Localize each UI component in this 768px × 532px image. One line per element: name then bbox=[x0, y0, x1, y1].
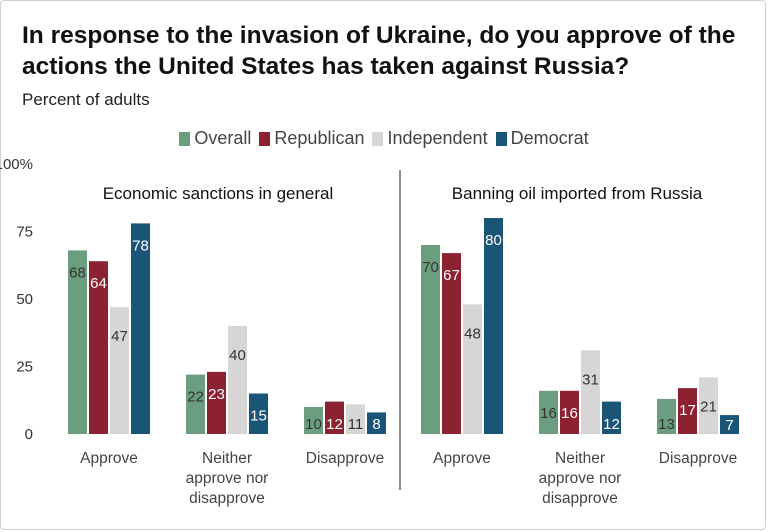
bar-overall bbox=[657, 398, 676, 434]
category-label: Neither bbox=[202, 450, 252, 467]
y-tick-label: 25 bbox=[16, 359, 33, 376]
data-label: 22 bbox=[187, 389, 204, 406]
panel-title: Economic sanctions in general bbox=[103, 184, 334, 203]
legend-item-overall: Overall bbox=[179, 128, 251, 149]
legend-item-independent: Independent bbox=[372, 128, 488, 149]
data-label: 67 bbox=[443, 267, 460, 284]
panel-title: Banning oil imported from Russia bbox=[452, 184, 703, 203]
chart-subtitle: Percent of adults bbox=[22, 90, 150, 109]
data-label: 12 bbox=[603, 416, 620, 433]
legend-label: Independent bbox=[387, 128, 488, 148]
data-label: 68 bbox=[69, 264, 86, 281]
data-label: 80 bbox=[485, 232, 502, 249]
category-label: Disapprove bbox=[306, 450, 384, 467]
category-label: disapprove bbox=[189, 490, 265, 507]
bar-overall bbox=[539, 390, 558, 434]
legend: Overall Republican Independent Democrat bbox=[0, 128, 768, 149]
data-label: 8 bbox=[372, 416, 380, 433]
data-label: 17 bbox=[679, 402, 696, 419]
bar-overall bbox=[68, 250, 87, 434]
bar-independent bbox=[463, 304, 482, 434]
bar-independent bbox=[699, 377, 718, 434]
legend-label: Democrat bbox=[510, 128, 589, 148]
chart-title: In response to the invasion of Ukraine, … bbox=[22, 22, 736, 80]
data-label: 31 bbox=[582, 371, 599, 388]
y-tick-label: 0 bbox=[25, 426, 33, 443]
legend-swatch bbox=[179, 131, 191, 146]
data-label: 13 bbox=[658, 416, 675, 433]
category-label: Neither bbox=[555, 450, 605, 467]
category-label: approve nor bbox=[186, 470, 269, 487]
bar-republican bbox=[560, 390, 579, 434]
y-tick-label: 50 bbox=[16, 291, 33, 308]
data-label: 15 bbox=[250, 408, 267, 425]
bar-democrat bbox=[367, 412, 386, 434]
bar-democrat bbox=[602, 401, 621, 434]
bar-democrat bbox=[249, 393, 268, 434]
bar-overall bbox=[186, 374, 205, 434]
bar-republican bbox=[207, 371, 226, 434]
y-tick-label: 75 bbox=[16, 224, 33, 241]
bar-democrat bbox=[131, 223, 150, 434]
y-tick-label: 100% bbox=[0, 156, 33, 173]
data-label: 16 bbox=[540, 405, 557, 422]
data-label: 64 bbox=[90, 275, 107, 292]
data-label: 7 bbox=[725, 417, 733, 434]
legend-swatch bbox=[372, 131, 384, 146]
data-label: 70 bbox=[422, 259, 439, 276]
legend-swatch bbox=[259, 131, 271, 146]
legend-label: Republican bbox=[274, 128, 365, 148]
bar-independent bbox=[110, 307, 129, 434]
data-label: 11 bbox=[348, 416, 364, 433]
data-label: 48 bbox=[464, 325, 481, 342]
legend-label: Overall bbox=[194, 128, 252, 148]
data-label: 12 bbox=[326, 416, 343, 433]
data-label: 23 bbox=[208, 386, 225, 403]
bar-republican bbox=[678, 388, 697, 434]
legend-item-republican: Republican bbox=[259, 128, 364, 149]
data-label: 16 bbox=[561, 405, 578, 422]
data-label: 10 bbox=[305, 416, 322, 433]
data-label: 21 bbox=[700, 398, 717, 415]
category-label: Approve bbox=[80, 450, 138, 467]
bar-overall bbox=[304, 407, 323, 434]
bar-overall bbox=[421, 245, 440, 434]
bar-independent bbox=[581, 350, 600, 434]
bar-republican bbox=[89, 261, 108, 434]
bar-republican bbox=[442, 253, 461, 434]
bar-independent bbox=[228, 326, 247, 434]
category-label: Approve bbox=[433, 450, 491, 467]
bar-republican bbox=[325, 401, 344, 434]
legend-item-democrat: Democrat bbox=[495, 128, 589, 149]
bar-democrat bbox=[720, 415, 739, 434]
data-label: 47 bbox=[111, 328, 128, 345]
data-label: 78 bbox=[132, 237, 149, 254]
category-label: Disapprove bbox=[659, 450, 737, 467]
bar-democrat bbox=[484, 218, 503, 434]
legend-swatch bbox=[495, 131, 507, 146]
bar-independent bbox=[346, 404, 365, 434]
data-label: 40 bbox=[229, 347, 246, 364]
category-label: approve nor bbox=[539, 470, 622, 487]
category-label: disapprove bbox=[542, 490, 618, 507]
